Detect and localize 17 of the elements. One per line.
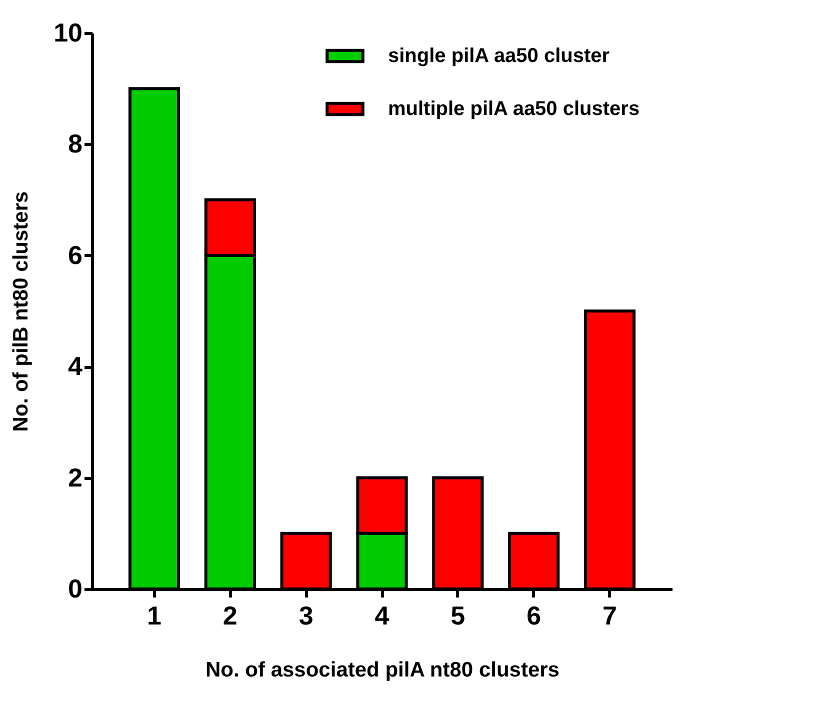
x-tick-label: 5: [450, 600, 466, 630]
y-tick-label: 2: [68, 462, 82, 492]
legend-label: single pilA aa50 cluster: [388, 45, 610, 67]
x-tick-label: 6: [526, 600, 542, 630]
x-tick-label: 7: [602, 600, 617, 630]
x-axis-title: No. of associated pilA nt80 clusters: [206, 658, 560, 682]
y-tick-label: 4: [68, 351, 84, 382]
y-axis-title: No. of pilB nt80 clusters: [10, 191, 33, 432]
y-tick-label: 0: [68, 574, 82, 604]
x-tick-label: 3: [298, 600, 314, 630]
y-tick-label: 8: [68, 128, 82, 159]
x-tick-label: 1: [147, 600, 162, 630]
y-tick-label: 10: [54, 18, 82, 48]
legend-label: multiple pilA aa50 clusters: [388, 98, 640, 120]
x-tick-label: 2: [222, 600, 238, 630]
x-tick-label: 4: [374, 600, 390, 630]
y-tick-label: 6: [68, 240, 82, 270]
